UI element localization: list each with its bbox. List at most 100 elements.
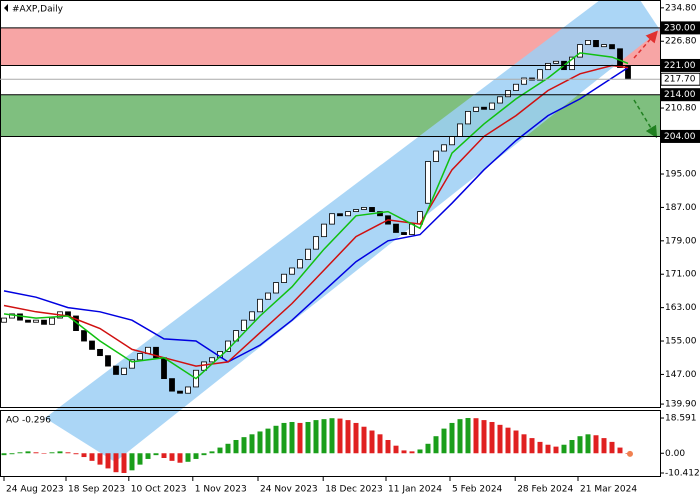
ao-bar bbox=[257, 431, 263, 454]
candle bbox=[265, 292, 271, 300]
candle bbox=[273, 282, 279, 294]
candle bbox=[617, 48, 623, 68]
chart-title: #AXP,Daily bbox=[12, 5, 64, 15]
ao-bar bbox=[225, 443, 231, 454]
ao-bar bbox=[537, 441, 543, 454]
candle bbox=[209, 357, 215, 363]
ao-bar bbox=[233, 439, 239, 454]
ao-bar bbox=[409, 451, 415, 454]
candle bbox=[297, 259, 303, 269]
ao-bar bbox=[305, 421, 311, 454]
x-tick-label: 11 Jan 2024 bbox=[388, 485, 442, 495]
level-label: 204.00 bbox=[664, 132, 696, 142]
candle bbox=[129, 359, 135, 369]
y-tick-label: 171.00 bbox=[665, 270, 697, 280]
ao-bar bbox=[369, 430, 375, 454]
candle bbox=[537, 69, 543, 81]
level-label-box bbox=[660, 58, 700, 72]
y-tick-label: 163.00 bbox=[665, 303, 697, 313]
candle bbox=[553, 60, 559, 64]
ao-bar bbox=[273, 425, 279, 454]
ao-bar bbox=[297, 422, 303, 454]
ao-bar bbox=[585, 434, 591, 454]
candle bbox=[353, 209, 359, 212]
ao-bar bbox=[617, 447, 623, 454]
ao-bar bbox=[49, 452, 55, 454]
candle bbox=[345, 211, 351, 217]
y-tick-label: 155.00 bbox=[665, 337, 697, 347]
ao-bar bbox=[441, 428, 447, 454]
candle bbox=[425, 161, 431, 204]
candle bbox=[41, 319, 47, 325]
ao-bar bbox=[65, 452, 71, 454]
candle bbox=[577, 44, 583, 58]
y-tick-label: 226.80 bbox=[665, 37, 697, 47]
y-tick-label: 0.00 bbox=[665, 449, 685, 459]
candle bbox=[393, 223, 399, 233]
ao-bar bbox=[289, 421, 295, 454]
ao-bar bbox=[521, 434, 527, 454]
candle bbox=[465, 110, 471, 125]
candle bbox=[569, 56, 575, 71]
x-tick-label: 10 Oct 2023 bbox=[131, 485, 187, 495]
y-tick-label: 187.00 bbox=[665, 203, 697, 213]
ao-bar bbox=[577, 436, 583, 454]
candle bbox=[177, 390, 183, 394]
ao-bar bbox=[1, 453, 7, 456]
ao-bar bbox=[145, 453, 151, 459]
ao-bar bbox=[169, 453, 175, 461]
candle bbox=[433, 150, 439, 162]
ao-bar bbox=[153, 453, 159, 456]
candle bbox=[513, 83, 519, 91]
candle bbox=[337, 213, 343, 217]
ao-bar bbox=[201, 453, 207, 456]
candle bbox=[1, 317, 7, 323]
candle bbox=[497, 96, 503, 104]
ao-bar bbox=[89, 453, 95, 461]
candle bbox=[257, 298, 263, 313]
ao-bar bbox=[281, 422, 287, 454]
ao-bar bbox=[137, 453, 143, 465]
ao-bar bbox=[121, 453, 127, 473]
y-tick-label: 18.591 bbox=[665, 414, 697, 424]
ao-bar bbox=[265, 428, 271, 454]
ao-bar bbox=[345, 420, 351, 454]
indicator-line bbox=[3, 64, 629, 367]
ao-bar bbox=[489, 421, 495, 454]
candle bbox=[97, 348, 103, 357]
candle bbox=[473, 106, 479, 112]
level-label-box bbox=[660, 88, 700, 102]
candle bbox=[401, 232, 407, 235]
ao-bar bbox=[9, 453, 15, 455]
ao-bar bbox=[81, 453, 87, 458]
ao-bar bbox=[417, 449, 423, 454]
candle bbox=[545, 62, 551, 71]
ao-bar bbox=[481, 420, 487, 454]
candle bbox=[161, 357, 167, 380]
ao-bar bbox=[569, 439, 575, 454]
ao-bar bbox=[529, 438, 535, 454]
level-label-box bbox=[660, 129, 700, 143]
y-tick-label: 139.90 bbox=[665, 400, 697, 410]
candle bbox=[329, 213, 335, 225]
candle bbox=[121, 367, 127, 375]
ao-bar bbox=[73, 453, 79, 455]
ao-bar bbox=[457, 419, 463, 454]
candle bbox=[113, 365, 119, 375]
ao-bar bbox=[425, 443, 431, 454]
ao-bar bbox=[513, 430, 519, 454]
candle bbox=[593, 40, 599, 48]
ao-bar bbox=[25, 451, 31, 454]
candle bbox=[241, 319, 247, 331]
candle bbox=[449, 136, 455, 146]
level-label: 230.00 bbox=[664, 23, 696, 33]
candle bbox=[169, 378, 175, 392]
ao-bar bbox=[505, 427, 511, 454]
level-label: 221.00 bbox=[664, 61, 696, 71]
x-tick-label: 28 Feb 2024 bbox=[517, 485, 573, 495]
ao-bar bbox=[561, 444, 567, 454]
ao-bar bbox=[337, 418, 343, 454]
ao-title: AO -0.296 bbox=[6, 416, 51, 426]
ao-bar bbox=[217, 447, 223, 454]
